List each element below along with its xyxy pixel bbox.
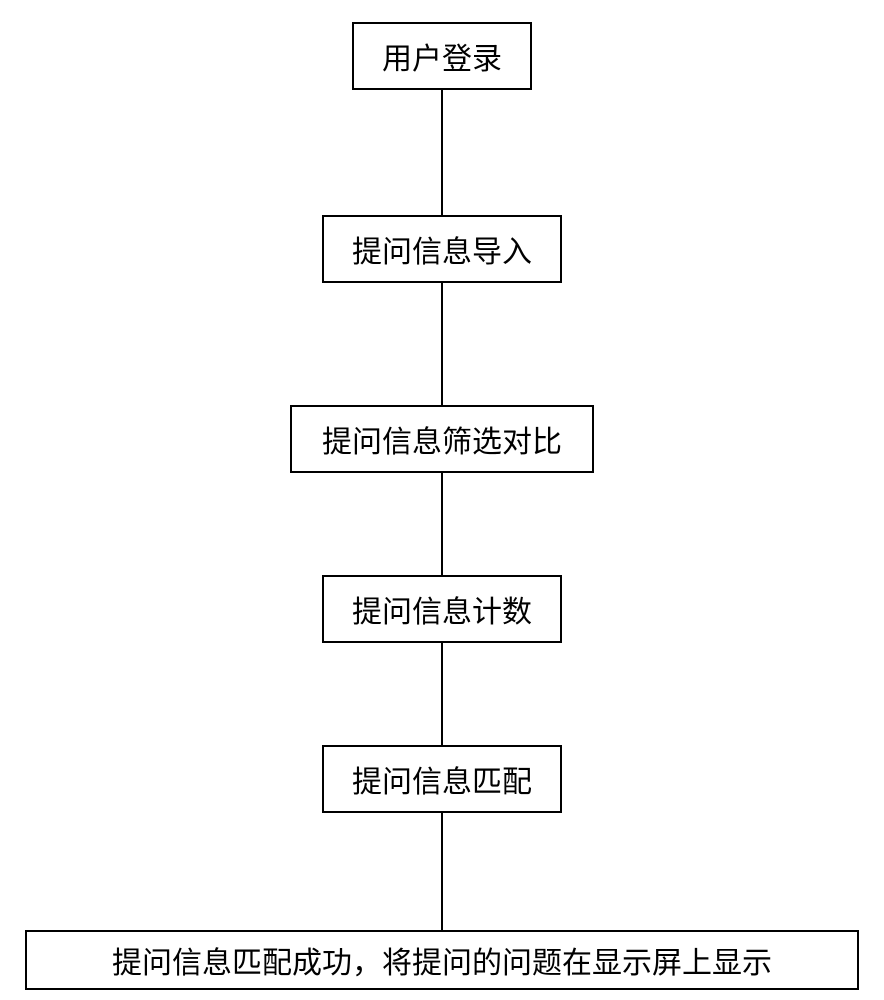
flow-node: 提问信息计数 xyxy=(322,575,562,643)
flow-edge xyxy=(441,283,443,405)
flow-edge xyxy=(441,90,443,215)
flow-node-label: 提问信息计数 xyxy=(352,587,532,631)
flow-node-label: 提问信息匹配 xyxy=(352,757,532,801)
flow-node: 提问信息匹配成功，将提问的问题在显示屏上显示 xyxy=(25,930,859,990)
flow-node: 提问信息筛选对比 xyxy=(290,405,594,473)
flow-edge xyxy=(441,813,443,930)
flow-node-label: 提问信息导入 xyxy=(352,227,532,271)
flow-node: 提问信息导入 xyxy=(322,215,562,283)
flow-node: 用户登录 xyxy=(352,22,532,90)
flow-node-label: 提问信息匹配成功，将提问的问题在显示屏上显示 xyxy=(112,938,772,982)
flow-edge xyxy=(441,643,443,745)
flow-node: 提问信息匹配 xyxy=(322,745,562,813)
flow-node-label: 提问信息筛选对比 xyxy=(322,417,562,461)
flow-node-label: 用户登录 xyxy=(382,34,502,78)
flow-edge xyxy=(441,473,443,575)
